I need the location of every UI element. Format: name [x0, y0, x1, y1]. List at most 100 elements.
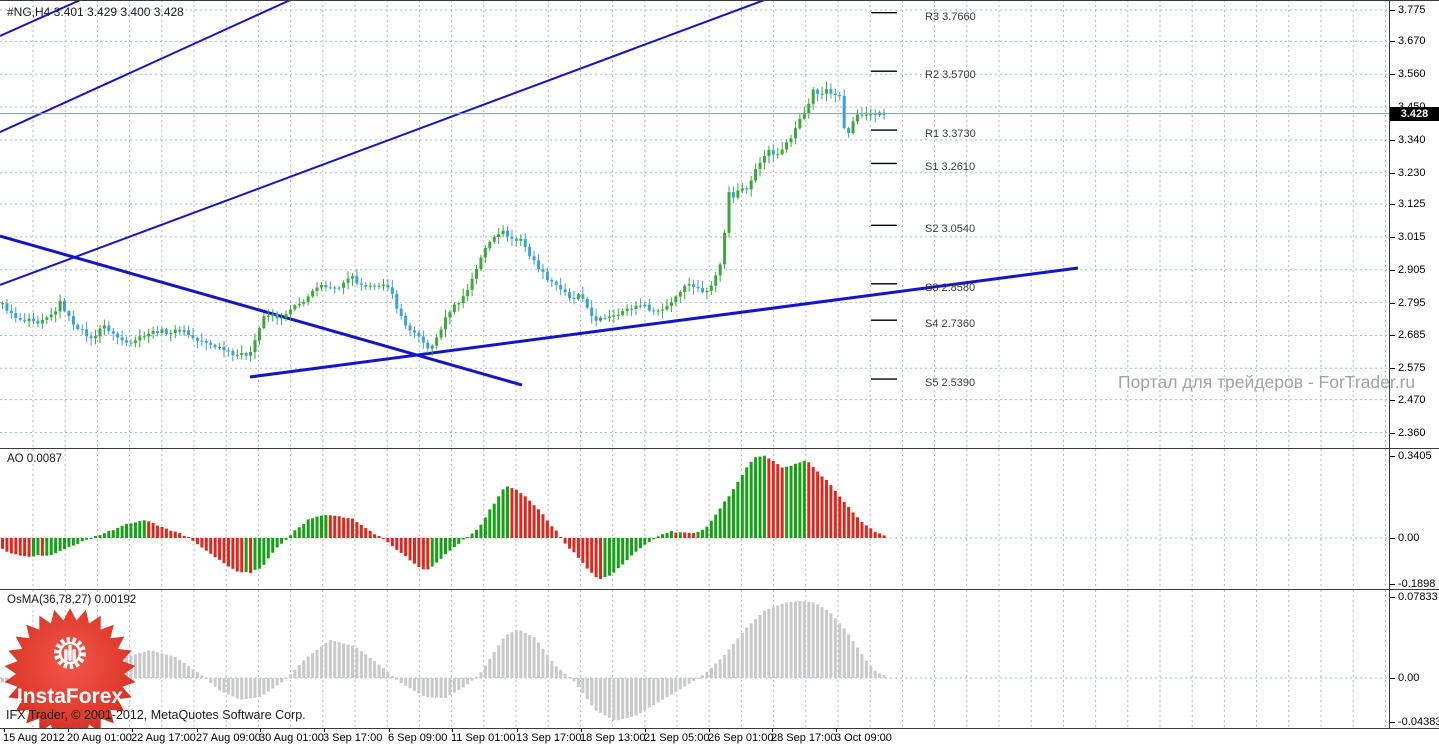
histogram-bar — [475, 529, 479, 538]
candle-body — [612, 315, 616, 317]
histogram-bar — [302, 660, 306, 678]
candle-body — [160, 329, 164, 334]
candle-body — [213, 344, 217, 348]
histogram-bar — [218, 538, 222, 560]
candle-body — [311, 290, 315, 297]
histogram-bar — [864, 525, 868, 538]
panel-separator[interactable] — [0, 448, 1439, 449]
candle-body — [133, 340, 137, 344]
histogram-bar — [240, 538, 244, 573]
histogram-bar — [762, 610, 766, 678]
histogram-bar — [151, 522, 155, 538]
histogram-bar — [497, 645, 501, 678]
histogram-bar — [133, 522, 137, 538]
candle-body — [98, 328, 102, 337]
candle-body — [249, 352, 253, 356]
histogram-bar — [125, 523, 129, 538]
candle-body — [404, 315, 408, 326]
histogram-bar — [470, 678, 474, 681]
candle-body — [32, 318, 36, 321]
candle-body — [444, 317, 447, 330]
candle-body — [661, 309, 665, 311]
histogram-bar — [249, 538, 253, 573]
candle-body — [1, 303, 4, 305]
histogram-bar — [133, 654, 137, 678]
histogram-bar — [333, 641, 337, 678]
candle-body — [621, 311, 625, 315]
histogram-bar — [869, 666, 873, 678]
axis-tick — [1390, 139, 1395, 141]
trendline[interactable] — [0, 234, 523, 387]
histogram-bar — [129, 523, 133, 538]
candle-body — [736, 190, 740, 198]
histogram-bar — [147, 521, 151, 538]
time-axis-label: 6 Sep 09:00 — [388, 732, 448, 744]
histogram-bar — [727, 649, 731, 678]
histogram-bar — [426, 678, 430, 698]
histogram-bar — [452, 538, 456, 547]
histogram-bar — [758, 456, 762, 538]
axis-tick — [1390, 302, 1395, 304]
histogram-bar — [319, 515, 323, 538]
candle-body — [532, 256, 536, 261]
time-axis-label: 28 Sep 17:00 — [771, 732, 837, 744]
trendline[interactable] — [0, 0, 765, 286]
price-axis[interactable]: 3.7753.6703.5603.4503.3403.2303.1253.015… — [1390, 0, 1439, 728]
axis-tick — [1390, 722, 1395, 723]
histogram-bar — [621, 678, 625, 720]
candle-body — [780, 149, 784, 155]
axis-tick — [1390, 204, 1395, 206]
candle-body — [842, 95, 846, 129]
axis-tick — [772, 729, 773, 732]
histogram-bar — [523, 496, 527, 538]
histogram-bar — [638, 678, 642, 713]
candle-body — [293, 305, 297, 310]
histogram-bar — [855, 647, 859, 678]
candle-body — [240, 352, 244, 355]
candle-body — [696, 286, 700, 289]
axis-tick — [709, 729, 710, 732]
osma-indicator-panel[interactable] — [0, 590, 1389, 727]
histogram-bar — [266, 538, 270, 559]
histogram-bar — [643, 678, 647, 711]
main-price-chart[interactable] — [0, 0, 1389, 448]
time-axis[interactable]: 15 Aug 2012 20 Aug 01:00 22 Aug 17:00 27 Au… — [0, 728, 1439, 745]
candle-body — [669, 302, 673, 306]
histogram-bar — [244, 538, 248, 573]
trendline[interactable] — [249, 266, 1079, 379]
candle-body — [85, 329, 89, 337]
candle-body — [164, 329, 168, 334]
candle-body — [740, 188, 744, 191]
histogram-bar — [625, 538, 629, 561]
histogram-bar — [173, 656, 177, 678]
histogram-bar — [293, 530, 297, 538]
axis-tick — [132, 729, 133, 732]
ao-indicator-panel[interactable] — [0, 449, 1389, 588]
histogram-bar — [798, 462, 802, 538]
candle-body — [466, 289, 470, 297]
candle-body — [58, 300, 62, 312]
histogram-bar — [838, 496, 842, 538]
histogram-bar — [5, 538, 9, 552]
price-axis-label: 3.340 — [1398, 133, 1426, 146]
candle-body — [23, 319, 27, 322]
histogram-bar — [390, 675, 394, 678]
histogram-bar — [404, 678, 408, 686]
panel-separator[interactable] — [0, 589, 1439, 590]
histogram-bar — [444, 678, 447, 698]
axis-tick — [4, 729, 5, 732]
histogram-bar — [745, 627, 749, 678]
histogram-bar — [147, 650, 151, 678]
histogram-bar — [54, 538, 58, 554]
trendline[interactable] — [0, 0, 81, 37]
histogram-bar — [40, 538, 44, 556]
ao-indicator-label: AO 0.0087 — [7, 453, 62, 465]
candle-body — [519, 238, 523, 241]
candle-body — [262, 316, 266, 329]
candle-body — [452, 304, 456, 313]
histogram-bar — [359, 651, 363, 678]
candle-body — [762, 155, 766, 163]
histogram-bar — [200, 675, 204, 678]
trendline[interactable] — [0, 0, 291, 134]
histogram-bar — [293, 669, 297, 678]
